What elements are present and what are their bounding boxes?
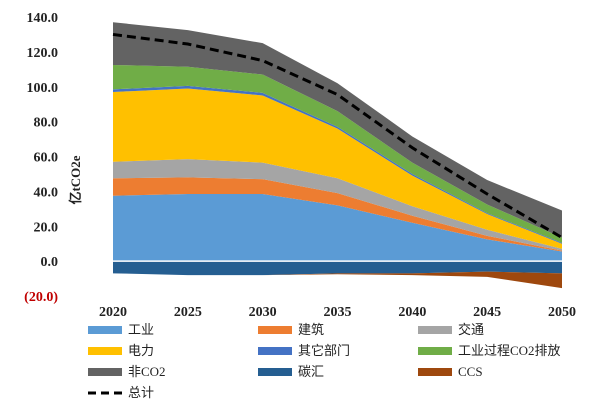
- x-tick-label: 2045: [473, 305, 501, 320]
- legend-label: 交通: [458, 322, 484, 337]
- legend-item-非co2: 非CO2: [88, 364, 166, 379]
- legend-item-交通: 交通: [418, 322, 484, 337]
- legend-label: 其它部门: [298, 343, 350, 358]
- total-dashed-line: [112, 32, 563, 239]
- axis-layer: (20.0) 0.0 20.0 40.0 60.0 80.0 100.0 120.0 140.0…: [24, 11, 576, 320]
- negative-area-碳汇: [113, 261, 562, 276]
- legend-item-其它部门: 其它部门: [258, 343, 350, 358]
- legend-item-工业过程co2排放: 工业过程CO2排放: [418, 343, 561, 358]
- legend-label: 总计: [128, 385, 154, 400]
- x-tick-label: 2040: [398, 305, 426, 320]
- legend-swatch: [258, 347, 292, 355]
- legend-item-建筑: 建筑: [258, 322, 324, 337]
- legend-swatch: [418, 326, 452, 334]
- legend-item-工业: 工业: [88, 322, 154, 337]
- area-layer: [113, 22, 562, 289]
- y-tick-label: 120.0: [27, 46, 59, 61]
- legend-swatch: [88, 368, 122, 376]
- legend-label: 碳汇: [298, 364, 324, 379]
- legend-item-碳汇: 碳汇: [258, 364, 324, 379]
- x-tick-label: 2025: [174, 305, 202, 320]
- x-tick-label: 2050: [548, 305, 576, 320]
- legend-item-电力: 电力: [88, 343, 154, 358]
- legend-label: 工业: [128, 322, 154, 337]
- legend-label: 电力: [128, 343, 154, 358]
- legend-swatch: [258, 368, 292, 376]
- y-tick-label: 40.0: [34, 185, 59, 200]
- positive-area-交通: [113, 159, 562, 251]
- y-tick-label: (20.0): [24, 290, 58, 305]
- positive-area-工业过程co2排放: [113, 64, 562, 243]
- y-tick-label: 140.0: [27, 11, 59, 26]
- legend-swatch: [418, 347, 452, 355]
- positive-area-非co2: [113, 22, 562, 238]
- legend-swatch: [418, 368, 452, 376]
- x-tick-label: 2030: [249, 305, 277, 320]
- x-tick-label: 2020: [99, 305, 127, 320]
- y-tick-label: 60.0: [34, 151, 59, 166]
- legend-swatch: [258, 326, 292, 334]
- positive-area-工业: [113, 193, 562, 262]
- legend-label: 建筑: [298, 322, 324, 337]
- legend-item-ccs: CCS: [418, 364, 483, 379]
- x-tick-label: 2035: [324, 305, 352, 320]
- legend-item-总计: 总计: [88, 385, 154, 400]
- y-tick-label: 80.0: [34, 116, 59, 131]
- positive-area-电力: [113, 88, 562, 249]
- y-tick-label: 100.0: [27, 81, 59, 96]
- legend-swatch: [88, 347, 122, 355]
- positive-area-建筑: [113, 177, 562, 252]
- y-tick-label: 20.0: [34, 220, 59, 235]
- line-layer: [112, 32, 563, 262]
- legend-label: 非CO2: [128, 364, 166, 379]
- legend-label: CCS: [458, 364, 483, 379]
- legend-swatch: [88, 326, 122, 334]
- y-axis-label: 亿tCO2e: [68, 155, 83, 204]
- y-tick-label: 0.0: [41, 255, 59, 270]
- negative-area-ccs: [113, 271, 562, 289]
- legend-label: 工业过程CO2排放: [458, 343, 561, 358]
